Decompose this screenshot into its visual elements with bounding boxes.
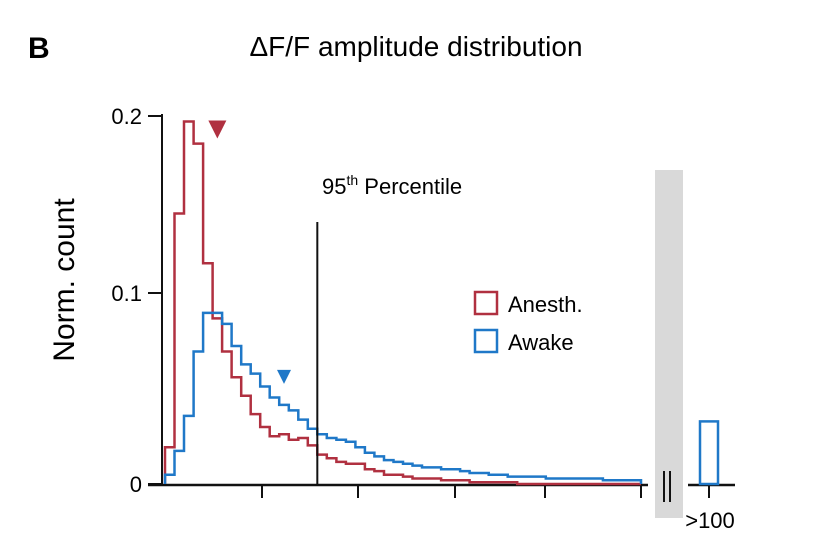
series-line-anesth: [163, 120, 641, 486]
overflow-bar-awake: [698, 420, 720, 486]
legend-label-awake: Awake: [508, 330, 574, 355]
series-line-awake: [163, 311, 643, 484]
legend-swatch-awake: [473, 328, 499, 354]
axes: 0.2 0.1 0 >100: [111, 104, 735, 533]
y-tick-label-0.1: 0.1: [111, 281, 142, 306]
panel-letter: B: [28, 32, 50, 65]
percentile-marker: 95th Percentile: [316, 172, 462, 485]
chart-title: ΔF/F amplitude distribution: [249, 31, 582, 62]
axis-break-band: [655, 170, 683, 518]
series-layer: [163, 120, 720, 486]
median-marker-anesth: [208, 120, 227, 139]
y-tick-label-0: 0: [130, 472, 142, 497]
percentile-label: 95th Percentile: [322, 172, 462, 199]
overflow-tick-label: >100: [685, 508, 735, 533]
y-axis-label: Norm. count: [48, 198, 81, 362]
legend-swatch-anesth: [473, 290, 499, 316]
legend: Anesth. Awake: [473, 290, 583, 355]
legend-label-anesth: Anesth.: [508, 292, 583, 317]
median-marker-awake: [277, 369, 291, 384]
y-tick-label-0.2: 0.2: [111, 104, 142, 129]
